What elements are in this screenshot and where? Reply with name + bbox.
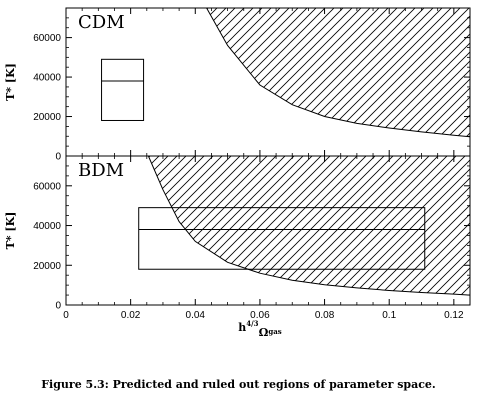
x-axis-title: h4/3Ωgas: [238, 319, 282, 339]
excluded-region-hatch: [148, 156, 470, 296]
figure-caption: Figure 5.3: Predicted and ruled out regi…: [41, 378, 436, 391]
y-axis-title: T* [K]: [4, 212, 17, 250]
x-tick-label: 0.06: [250, 310, 270, 321]
panel-label: BDM: [78, 160, 124, 181]
panel-label: CDM: [78, 12, 125, 33]
y-tick-label: 40000: [33, 221, 61, 232]
y-tick-label: 0: [55, 301, 61, 312]
x-tick-label: 0.12: [444, 310, 464, 321]
y-tick-label: 60000: [33, 181, 61, 192]
y-tick-label: 40000: [33, 73, 61, 84]
y-tick-label: 20000: [33, 261, 61, 272]
x-tick-label: 0: [63, 310, 69, 321]
exclusion-boundary-curve: [206, 8, 470, 138]
exclusion-boundary-curve: [147, 156, 470, 296]
x-tick-label: 0.04: [186, 310, 206, 321]
predicted-region-box: [138, 207, 426, 270]
x-tick-label: 0.02: [121, 310, 141, 321]
plot-frame: [65, 155, 471, 306]
x-tick-label: 0.1: [382, 310, 396, 321]
y-tick-label: 20000: [33, 112, 61, 123]
y-axis-title: T* [K]: [4, 63, 17, 101]
y-tick-label: 60000: [33, 33, 61, 44]
y-tick-label: 0: [55, 152, 61, 163]
panel-cdm: 0 20000 40000 60000 CDM T* [K]: [4, 7, 471, 163]
panel-bdm: 0 20000 40000 60000 0 0.02 0.04 0.06 0.08 0.1 0.12…: [4, 155, 471, 339]
predicted-region-box: [101, 58, 145, 121]
x-tick-label: 0.08: [315, 310, 335, 321]
excluded-region-hatch: [206, 8, 470, 137]
